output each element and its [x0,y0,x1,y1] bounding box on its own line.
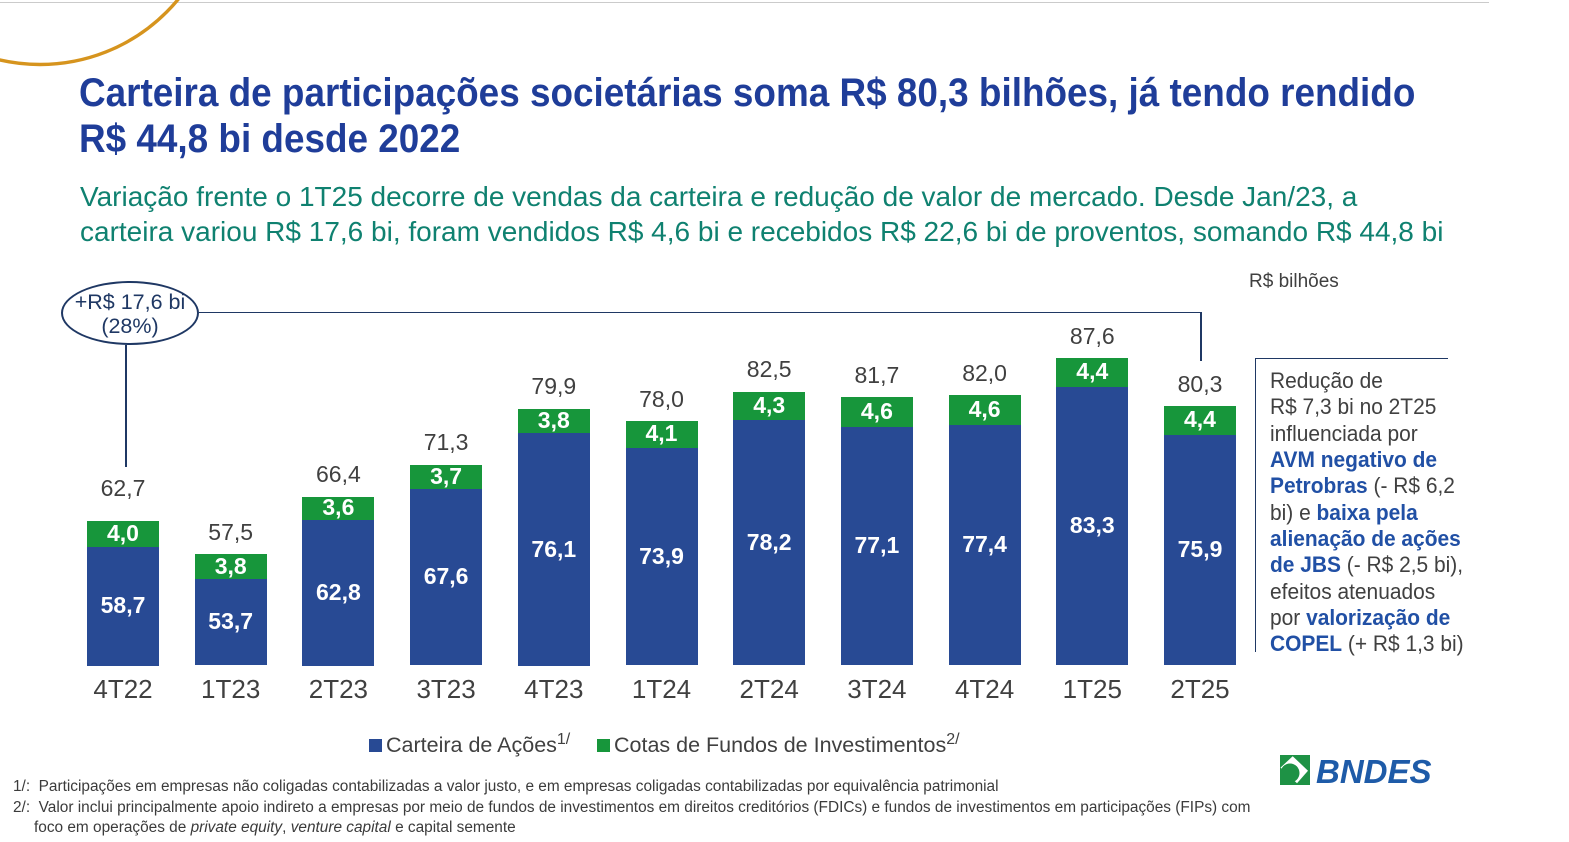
svg-text:BNDES: BNDES [1316,753,1432,790]
